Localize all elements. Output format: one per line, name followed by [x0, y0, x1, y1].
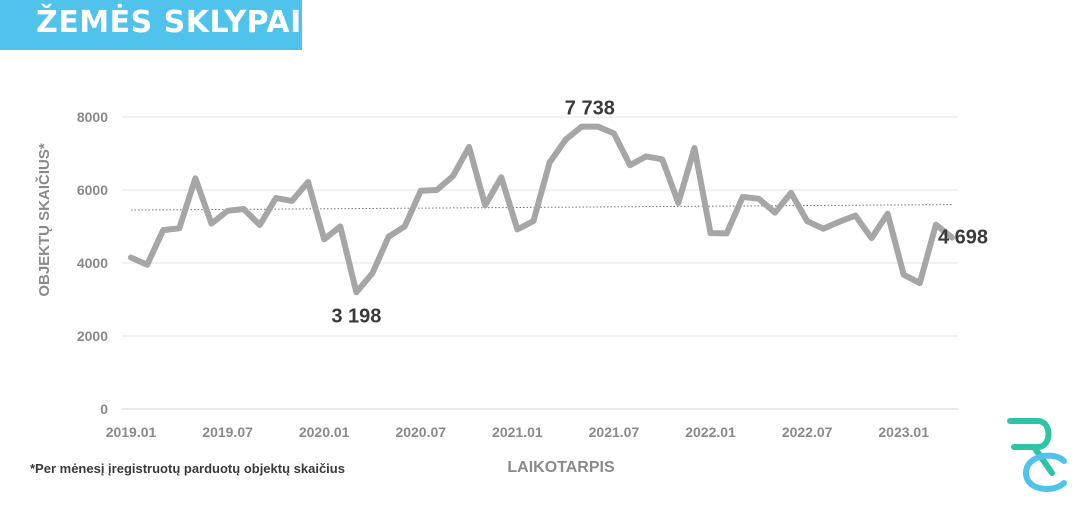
y-tick-label: 2000 — [77, 328, 108, 344]
data-point — [853, 213, 858, 218]
data-point — [434, 188, 439, 192]
data-point — [177, 226, 182, 231]
data-point — [901, 272, 906, 277]
x-tick-label: 2020.07 — [395, 424, 446, 440]
data-point — [660, 157, 665, 162]
x-tick-label: 2019.01 — [106, 424, 157, 440]
data-point — [611, 131, 616, 136]
data-point — [450, 174, 455, 179]
x-tick-label: 2019.07 — [202, 424, 253, 440]
data-point — [628, 163, 633, 168]
x-axis-label: LAIKOTARPIS — [507, 459, 615, 476]
y-axis-label: OBJEKTŲ SKAIČIUS* — [35, 143, 53, 297]
data-point — [885, 211, 890, 216]
chart-grid — [122, 116, 958, 410]
data-point — [515, 227, 520, 232]
data-point — [933, 222, 938, 227]
data-point — [740, 194, 745, 199]
data-point — [644, 154, 649, 159]
data-label: 3 198 — [331, 305, 381, 327]
data-point — [595, 124, 600, 129]
data-point — [917, 281, 922, 286]
data-point — [209, 221, 214, 226]
data-point — [805, 219, 810, 224]
data-point — [756, 196, 761, 201]
y-axis-ticks: 0 2000 4000 6000 8000 — [77, 109, 108, 417]
data-point — [789, 190, 794, 195]
page-title: ŽEMĖS SKLYPAI — [36, 5, 302, 40]
data-annotations: 3 198 7 738 4 698 — [331, 98, 988, 328]
data-point — [145, 262, 150, 267]
y-tick-label: 0 — [100, 401, 108, 417]
footnote: *Per mėnesį įregistruotų parduotų objekt… — [30, 461, 345, 476]
data-point — [531, 219, 536, 224]
data-point — [402, 224, 407, 229]
data-label: 4 698 — [938, 227, 988, 249]
data-label: 7 738 — [565, 98, 615, 120]
data-point — [370, 271, 375, 276]
x-tick-label: 2022.07 — [782, 424, 833, 440]
data-point — [579, 124, 584, 129]
x-tick-label: 2022.01 — [685, 424, 736, 440]
data-point — [676, 200, 681, 205]
data-point — [354, 290, 359, 295]
data-point — [724, 231, 729, 236]
x-tick-label: 2020.01 — [299, 424, 350, 440]
y-tick-label: 6000 — [77, 182, 108, 198]
data-point — [563, 137, 568, 142]
data-point — [386, 234, 391, 239]
y-tick-label: 8000 — [77, 109, 108, 125]
data-point — [950, 235, 954, 240]
data-point — [306, 179, 311, 184]
data-point — [241, 206, 246, 211]
data-point — [547, 160, 552, 165]
y-tick-label: 4000 — [77, 255, 108, 271]
x-axis-ticks: 2019.01 2019.07 2020.01 2020.07 2021.01 2021.… — [106, 424, 930, 440]
x-tick-label: 2023.01 — [878, 424, 929, 440]
data-point — [692, 146, 697, 151]
data-points — [129, 124, 954, 295]
title-banner: ŽEMĖS SKLYPAI — [0, 0, 302, 50]
data-point — [772, 210, 777, 215]
trend-line — [130, 204, 953, 211]
data-point — [322, 237, 327, 242]
data-point — [193, 176, 198, 181]
data-point — [273, 196, 278, 201]
data-point — [467, 144, 472, 149]
data-point — [869, 236, 874, 241]
x-tick-label: 2021.07 — [589, 424, 640, 440]
series-line — [128, 123, 955, 296]
data-point — [161, 228, 166, 233]
data-point — [708, 231, 713, 236]
data-point — [289, 198, 294, 203]
data-point — [483, 203, 488, 208]
data-point — [418, 188, 423, 193]
data-point — [338, 224, 343, 229]
x-tick-label: 2021.01 — [492, 424, 543, 440]
data-point — [225, 208, 230, 213]
data-point — [257, 223, 262, 228]
data-point — [129, 255, 133, 260]
rc-logo-icon — [1007, 418, 1067, 492]
data-point — [499, 175, 504, 180]
data-point — [837, 219, 842, 224]
data-point — [821, 226, 826, 231]
